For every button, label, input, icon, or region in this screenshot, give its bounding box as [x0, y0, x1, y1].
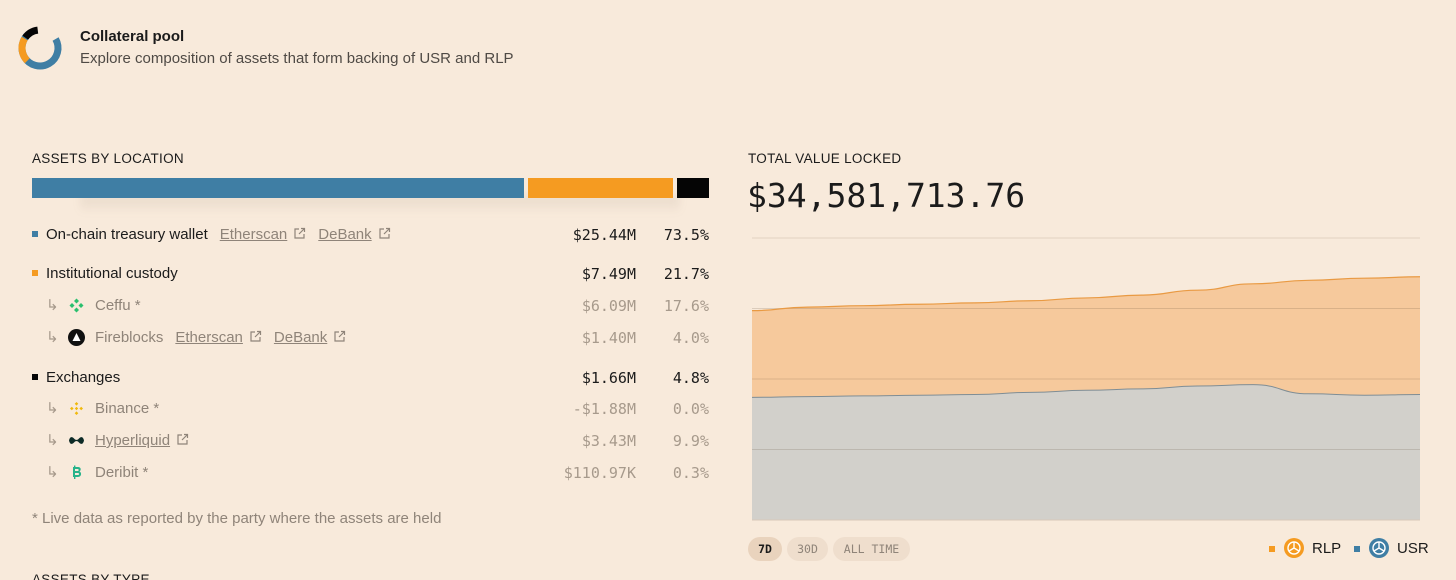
- custody-row: Institutional custody $7.49M 21.7%: [32, 262, 709, 286]
- legend-rlp-label: RLP: [1312, 540, 1342, 557]
- hyperliquid-icon: [69, 437, 84, 444]
- collateral-pool-donut-icon: [18, 26, 62, 70]
- ceffu-percent: 17.6%: [663, 297, 709, 315]
- fireblocks-etherscan-link[interactable]: Etherscan: [175, 329, 262, 346]
- legend-rlp[interactable]: RLP: [1269, 537, 1343, 561]
- binance-icon: [70, 402, 83, 415]
- hyperliquid-row: ↳ Hyperliquid $3.43M 9.9%: [32, 429, 709, 453]
- exchanges-legend-marker: [32, 374, 38, 380]
- location-bar-shadow: [80, 196, 680, 214]
- timeframe-7d-button[interactable]: 7D: [748, 537, 782, 561]
- custody-legend-marker: [32, 270, 38, 276]
- onchain-name-group: On-chain treasury wallet Etherscan DeBank: [46, 226, 391, 243]
- fireblocks-icon: [68, 329, 85, 346]
- onchain-name: On-chain treasury wallet: [46, 226, 208, 243]
- hyperliquid-name: Hyperliquid: [95, 432, 171, 449]
- deribit-row: ↳ Deribit * $110.97K 0.3%: [32, 461, 709, 485]
- onchain-row: On-chain treasury wallet Etherscan DeBank …: [32, 223, 709, 247]
- page-title: Collateral pool: [80, 28, 185, 45]
- hyperliquid-value: $3.43M: [581, 432, 636, 450]
- fireblocks-name: Fireblocks: [95, 329, 164, 346]
- external-link-icon: [334, 330, 346, 342]
- binance-name: Binance *: [95, 400, 160, 417]
- legend-usr[interactable]: USR: [1354, 537, 1429, 561]
- binance-percent: 0.0%: [672, 400, 709, 418]
- external-link-icon: [294, 227, 306, 239]
- deribit-percent: 0.3%: [672, 464, 709, 482]
- rlp-token-icon: [1284, 538, 1304, 558]
- timeframe-all-time-button[interactable]: ALL TIME: [833, 537, 910, 561]
- external-link-icon: [379, 227, 390, 239]
- ceffu-row: ↳ Ceffu * $6.09M 17.6%: [32, 294, 709, 318]
- custody-value: $7.49M: [581, 265, 636, 283]
- location-bar-custody-segment[interactable]: [527, 178, 673, 198]
- fireblocks-name-group: Fireblocks Etherscan DeBank: [95, 329, 346, 346]
- exchanges-percent: 4.8%: [672, 369, 709, 387]
- location-bar: [32, 178, 709, 198]
- live-data-footnote: * Live data as reported by the party whe…: [32, 510, 442, 527]
- location-bar-onchain-segment[interactable]: [32, 178, 524, 198]
- ceffu-name: Ceffu *: [95, 297, 141, 314]
- page-subtitle: Explore composition of assets that form …: [80, 50, 514, 67]
- usr-token-icon: [1369, 538, 1389, 558]
- sub-arrow-icon: ↳: [46, 400, 59, 417]
- onchain-legend-marker: [32, 231, 38, 237]
- onchain-etherscan-label: Etherscan: [219, 226, 288, 243]
- tvl-label: TOTAL VALUE LOCKED: [748, 151, 902, 166]
- hyperliquid-link[interactable]: Hyperliquid: [95, 432, 189, 449]
- onchain-value: $25.44M: [572, 226, 636, 244]
- exchanges-row: Exchanges $1.66M 4.8%: [32, 366, 709, 390]
- binance-row: ↳ Binance * -$1.88M 0.0%: [32, 397, 709, 421]
- location-bar-exchanges-segment[interactable]: [676, 178, 709, 198]
- external-link-icon: [250, 330, 262, 342]
- legend-rlp-marker: [1269, 546, 1275, 552]
- onchain-debank-label: DeBank: [318, 226, 372, 243]
- custody-name: Institutional custody: [46, 265, 178, 282]
- sub-arrow-icon: ↳: [46, 329, 59, 346]
- sub-arrow-icon: ↳: [46, 297, 59, 314]
- exchanges-value: $1.66M: [581, 369, 636, 387]
- sub-arrow-icon: ↳: [46, 432, 59, 449]
- hyperliquid-percent: 9.9%: [672, 432, 709, 450]
- timeframe-30d-button[interactable]: 30D: [787, 537, 828, 561]
- usr-line: [751, 384, 1421, 398]
- rlp-line: [751, 276, 1421, 312]
- ceffu-icon: [69, 298, 84, 313]
- tvl-value: $34,581,713.76: [747, 176, 1026, 215]
- external-link-icon: [177, 433, 189, 445]
- exchanges-name: Exchanges: [46, 369, 121, 386]
- legend-usr-marker: [1354, 546, 1360, 552]
- deribit-value: $110.97K: [563, 464, 636, 482]
- custody-percent: 21.7%: [663, 265, 709, 283]
- onchain-debank-link[interactable]: DeBank: [318, 226, 390, 243]
- fireblocks-percent: 4.0%: [672, 329, 709, 347]
- onchain-percent: 73.5%: [663, 226, 709, 244]
- tvl-area-chart[interactable]: [748, 232, 1424, 526]
- fireblocks-debank-label: DeBank: [273, 329, 328, 346]
- legend-usr-label: USR: [1397, 540, 1429, 557]
- deribit-name: Deribit *: [95, 464, 149, 481]
- assets-by-location-label: ASSETS BY LOCATION: [32, 151, 184, 166]
- fireblocks-debank-link[interactable]: DeBank: [274, 329, 346, 346]
- fireblocks-etherscan-label: Etherscan: [175, 329, 243, 346]
- usr-area: [752, 384, 1420, 520]
- binance-value: -$1.88M: [572, 400, 636, 418]
- fireblocks-row: ↳ Fireblocks Etherscan DeBank $1.40M 4.0%: [32, 326, 709, 350]
- assets-by-type-label: ASSETS BY TYPE: [32, 572, 150, 580]
- onchain-etherscan-link[interactable]: Etherscan: [220, 226, 307, 243]
- rlp-area: [752, 276, 1420, 398]
- deribit-icon: [73, 465, 82, 479]
- fireblocks-value: $1.40M: [581, 329, 636, 347]
- sub-arrow-icon: ↳: [46, 464, 59, 481]
- ceffu-value: $6.09M: [581, 297, 636, 315]
